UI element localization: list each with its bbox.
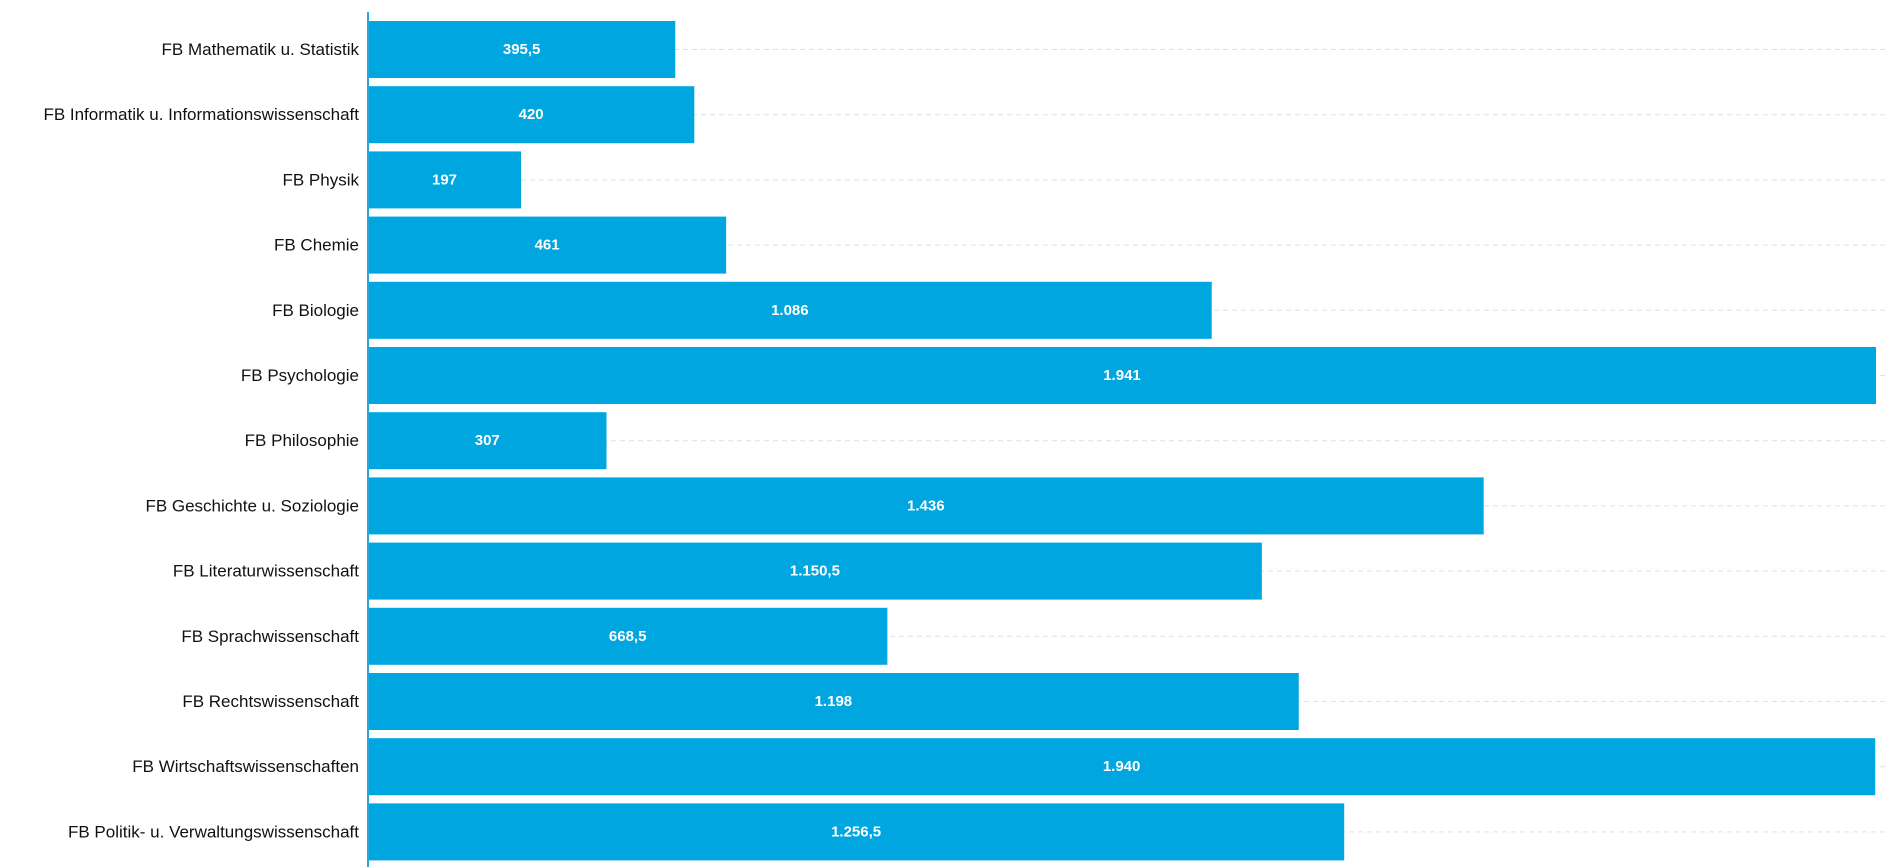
category-label: FB Informatik u. Informationswissenschaf…	[43, 105, 359, 124]
category-label: FB Politik- u. Verwaltungswissenschaft	[68, 822, 359, 841]
bar[interactable]	[368, 542, 1262, 600]
data-label: 307	[475, 432, 500, 449]
value-label-layer: 395,5 420 197 461 1.086 1.941 307 1.436 1.150,5 6…	[432, 41, 1141, 840]
category-label: FB Philosophie	[245, 431, 359, 450]
category-label: FB Literaturwissenschaft	[173, 562, 359, 581]
data-label: 1.436	[907, 497, 945, 514]
category-label: FB Rechtswissenschaft	[182, 692, 359, 711]
bar-layer	[368, 21, 1876, 861]
bar[interactable]	[368, 738, 1876, 796]
category-label: FB Geschichte u. Soziologie	[145, 496, 359, 515]
bar[interactable]	[368, 86, 695, 144]
data-label: 668,5	[609, 628, 647, 645]
data-label: 1.086	[771, 302, 809, 319]
bar[interactable]	[368, 673, 1299, 730]
data-label: 1.150,5	[790, 563, 840, 580]
bar[interactable]	[368, 412, 607, 470]
category-label: FB Mathematik u. Statistik	[162, 40, 360, 59]
bar[interactable]	[368, 477, 1484, 535]
category-label-layer: FB Mathematik u. Statistik FB Informatik …	[43, 40, 359, 841]
category-label: FB Physik	[282, 170, 359, 189]
data-label: 420	[519, 106, 544, 123]
bar[interactable]	[368, 607, 888, 665]
bar[interactable]	[368, 216, 727, 274]
data-label: 197	[432, 171, 457, 188]
category-label: FB Sprachwissenschaft	[181, 627, 359, 646]
bar[interactable]	[368, 21, 676, 78]
category-label: FB Chemie	[274, 236, 359, 255]
bar[interactable]	[368, 281, 1212, 339]
data-label: 1.256,5	[831, 823, 881, 840]
bar[interactable]	[368, 347, 1876, 404]
bar[interactable]	[368, 803, 1345, 861]
data-label: 461	[535, 237, 560, 254]
bar[interactable]	[368, 151, 522, 209]
data-label: 1.940	[1103, 758, 1141, 775]
data-label: 395,5	[503, 41, 541, 58]
category-label: FB Biologie	[272, 301, 359, 320]
category-label: FB Psychologie	[241, 366, 359, 385]
data-label: 1.198	[815, 693, 853, 710]
category-label: FB Wirtschaftswissenschaften	[132, 757, 359, 776]
data-label: 1.941	[1103, 367, 1141, 384]
